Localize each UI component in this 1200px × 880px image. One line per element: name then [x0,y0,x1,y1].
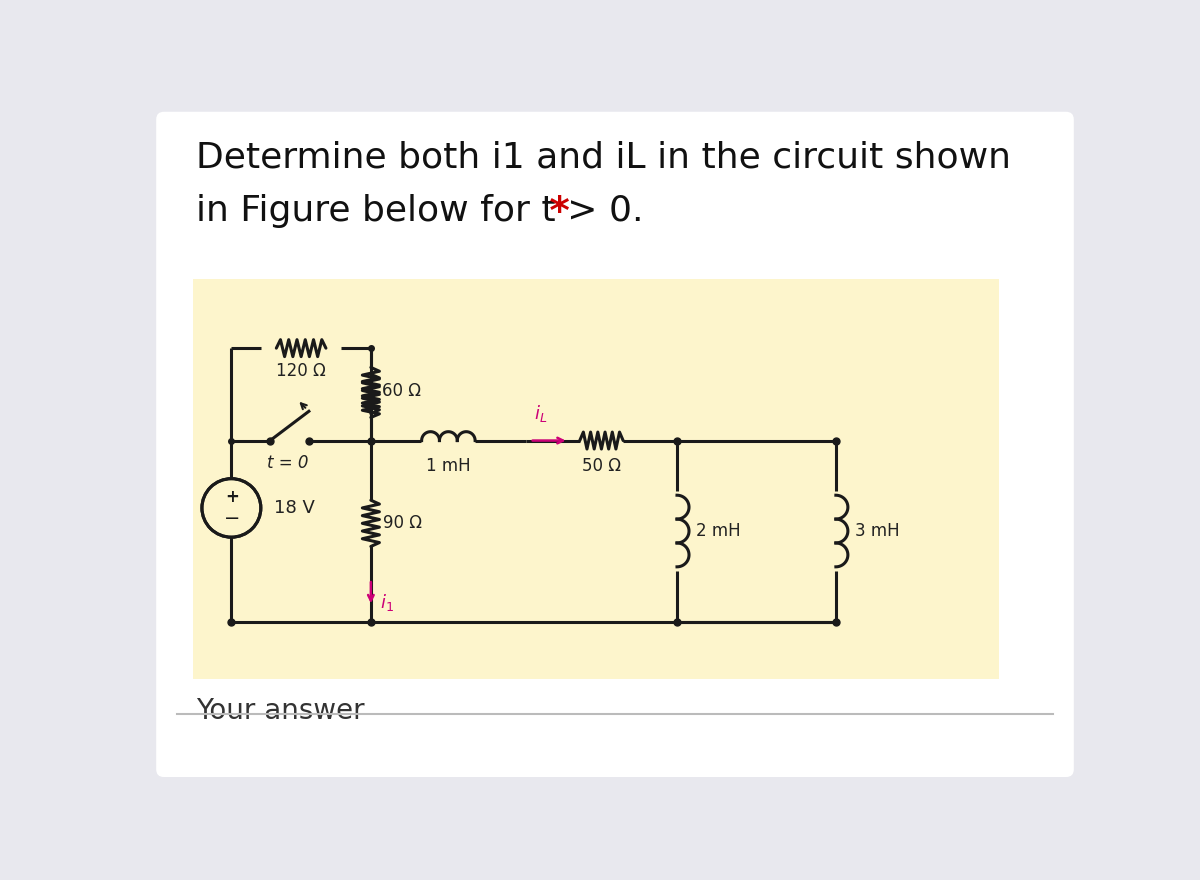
Text: 50 Ω: 50 Ω [582,458,620,475]
Text: t = 0: t = 0 [268,454,308,473]
Text: 3 mH: 3 mH [856,522,900,540]
Text: $i_L$: $i_L$ [534,403,547,423]
Text: +: + [226,488,239,506]
Circle shape [203,480,260,537]
Text: *: * [536,194,570,232]
Text: 1 mH: 1 mH [426,458,470,475]
Text: Determine both i1 and iL in the circuit shown: Determine both i1 and iL in the circuit … [197,140,1012,174]
Text: 60 Ω: 60 Ω [383,382,421,400]
Text: $i_1$: $i_1$ [380,591,394,612]
Text: 2 mH: 2 mH [696,522,742,540]
Bar [193,279,998,679]
Text: −: − [224,510,240,528]
Text: Your answer: Your answer [197,697,365,725]
FancyBboxPatch shape [156,112,1074,777]
Text: 18 V: 18 V [274,499,314,517]
Text: 120 Ω: 120 Ω [276,362,326,380]
Text: 90 Ω: 90 Ω [383,514,422,532]
Text: in Figure below for t > 0.: in Figure below for t > 0. [197,194,644,228]
